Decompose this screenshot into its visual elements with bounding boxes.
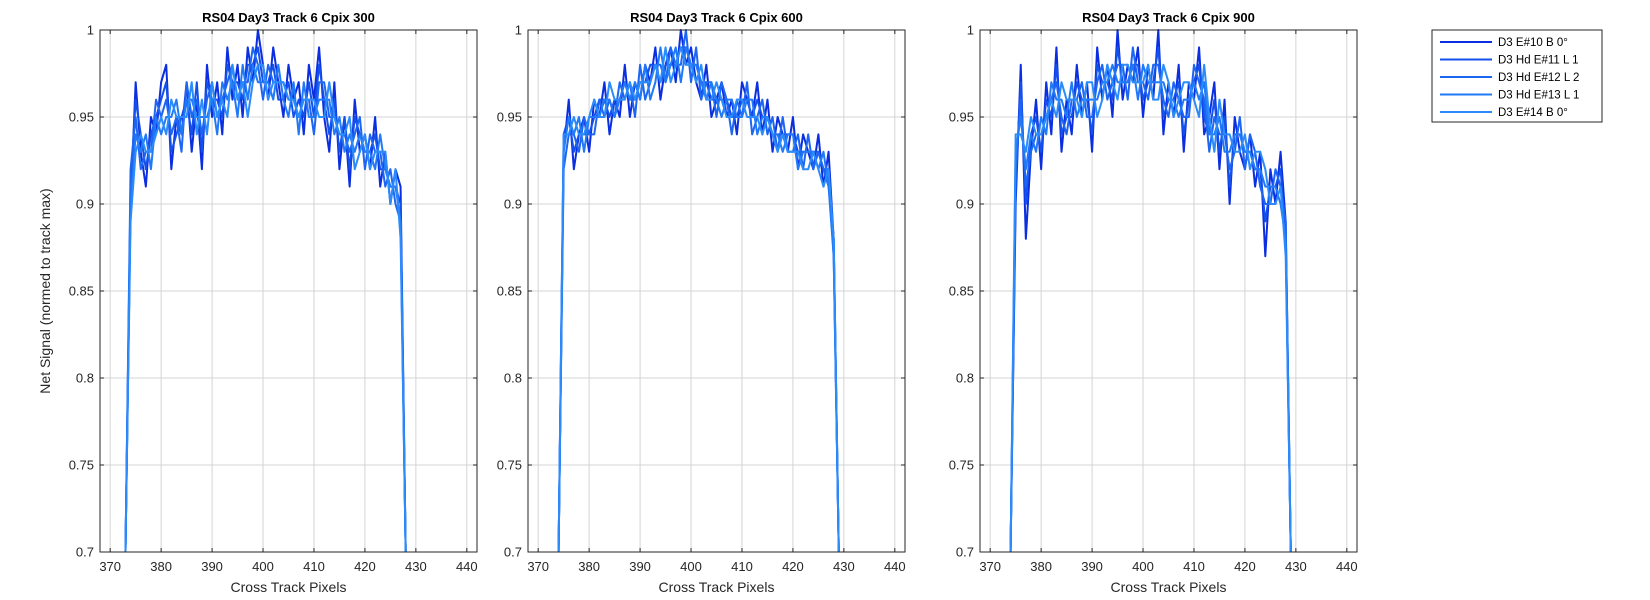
y-tick-label: 0.9: [76, 197, 94, 212]
y-tick-label: 1: [515, 23, 522, 38]
x-tick-label: 410: [1183, 559, 1205, 574]
x-axis-label: Cross Track Pixels: [659, 579, 775, 595]
series-group: [557, 29, 840, 552]
y-tick-label: 0.85: [497, 284, 522, 299]
y-tick-label: 0.85: [949, 284, 974, 299]
x-tick-label: 420: [1234, 559, 1256, 574]
series-group: [124, 29, 407, 552]
x-tick-label: 430: [405, 559, 427, 574]
x-tick-label: 420: [782, 559, 804, 574]
y-tick-label: 0.8: [76, 371, 94, 386]
x-tick-label: 410: [731, 559, 753, 574]
y-tick-label: 0.7: [956, 545, 974, 560]
x-axis-label: Cross Track Pixels: [231, 579, 347, 595]
x-tick-label: 410: [303, 559, 325, 574]
subplot-3: 370 380 390 400 410 420 430 440 0.7 0.75 0.8 0.85 0.…: [949, 10, 1358, 595]
y-tick-label: 0.85: [69, 284, 94, 299]
subplot-1: 370 380 390 400 410 420 430 440 0.7 0.75 0.8 0.85 0.…: [37, 10, 478, 595]
x-tick-label: 390: [201, 559, 223, 574]
subplot-2: 370 380 390 400 410 420 430 440 0.7 0.75 0.8 0.85 0.…: [497, 10, 906, 595]
y-tick-label: 0.95: [69, 110, 94, 125]
x-tick-label: 430: [833, 559, 855, 574]
y-tick-label: 0.75: [497, 458, 522, 473]
plot-title: RS04 Day3 Track 6 Cpix 600: [630, 10, 803, 25]
x-tick-label: 370: [99, 559, 121, 574]
y-tick-label: 0.7: [76, 545, 94, 560]
y-axis-label: Net Signal (normed to track max): [37, 188, 53, 393]
legend-entry-1: D3 E#10 B 0°: [1498, 37, 1568, 49]
x-tick-label: 400: [680, 559, 702, 574]
y-tick-label: 0.8: [956, 371, 974, 386]
plot-title: RS04 Day3 Track 6 Cpix 300: [202, 10, 375, 25]
series-line-5: [557, 46, 840, 552]
x-tick-label: 420: [354, 559, 376, 574]
series-line-5: [124, 63, 407, 552]
x-tick-label: 380: [578, 559, 600, 574]
plot-title: RS04 Day3 Track 6 Cpix 900: [1082, 10, 1255, 25]
y-tick-label: 0.9: [956, 197, 974, 212]
subplot-panels: 370 380 390 400 410 420 430 440 0.7 0.75 0.8 0.85 0.…: [37, 10, 1358, 595]
x-tick-label: 370: [979, 559, 1001, 574]
y-tick-label: 0.9: [504, 197, 522, 212]
series-line-5: [1009, 63, 1292, 552]
series-line-1: [557, 29, 840, 552]
legend-entry-3: D3 Hd E#12 L 2: [1498, 72, 1579, 84]
y-tick-label: 0.75: [949, 458, 974, 473]
y-tick-label: 0.7: [504, 545, 522, 560]
series-group: [1009, 29, 1292, 552]
y-tick-label: 1: [87, 23, 94, 38]
y-tick-label: 1: [967, 23, 974, 38]
x-tick-label: 430: [1285, 559, 1307, 574]
x-tick-label: 440: [1336, 559, 1358, 574]
x-tick-label: 440: [456, 559, 478, 574]
legend-entry-4: D3 Hd E#13 L 1: [1498, 90, 1579, 102]
x-tick-label: 440: [884, 559, 906, 574]
y-tick-label: 0.75: [69, 458, 94, 473]
x-tick-label: 400: [252, 559, 274, 574]
x-axis-label: Cross Track Pixels: [1111, 579, 1227, 595]
x-tick-label: 370: [527, 559, 549, 574]
y-tick-label: 0.95: [949, 110, 974, 125]
y-tick-label: 0.8: [504, 371, 522, 386]
x-tick-label: 400: [1132, 559, 1154, 574]
x-tick-label: 380: [1030, 559, 1052, 574]
legend-entry-5: D3 E#14 B 0°: [1498, 107, 1568, 119]
x-tick-label: 390: [1081, 559, 1103, 574]
legend: D3 E#10 B 0° D3 Hd E#11 L 1 D3 Hd E#12 L 2…: [1431, 29, 1603, 123]
y-tick-label: 0.95: [497, 110, 522, 125]
x-tick-label: 380: [150, 559, 172, 574]
x-tick-label: 390: [629, 559, 651, 574]
legend-entry-2: D3 Hd E#11 L 1: [1498, 55, 1579, 67]
